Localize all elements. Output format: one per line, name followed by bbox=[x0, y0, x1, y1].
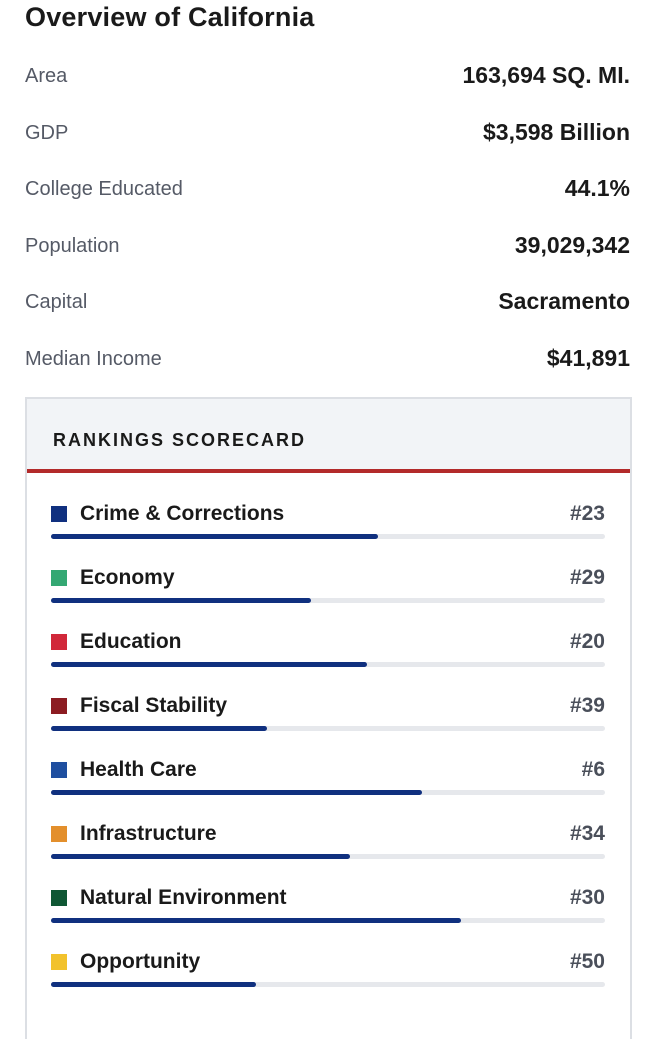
fact-label: Area bbox=[25, 65, 68, 87]
fact-value: Sacramento bbox=[498, 288, 630, 314]
category-color-swatch bbox=[51, 634, 67, 650]
fact-value: 44.1% bbox=[564, 175, 630, 201]
rank-label[interactable]: Infrastructure bbox=[80, 822, 217, 845]
fact-row-college-educated: College Educated 44.1% bbox=[25, 163, 630, 220]
category-color-swatch bbox=[51, 890, 67, 906]
rank-bar-track bbox=[51, 854, 605, 859]
rank-label[interactable]: Crime & Corrections bbox=[80, 502, 285, 525]
rank-bar-track bbox=[51, 534, 605, 539]
page-title: Overview of California bbox=[25, 2, 315, 32]
fact-row-population: Population 39,029,342 bbox=[25, 220, 630, 277]
rank-bar-fill bbox=[51, 982, 256, 987]
fact-label: Median Income bbox=[25, 347, 162, 370]
rank-bar-fill bbox=[51, 534, 378, 539]
rank-bar-track bbox=[51, 790, 605, 795]
fact-row-capital: Capital Sacramento bbox=[25, 276, 630, 333]
rank-value: #30 bbox=[569, 886, 605, 909]
rank-label[interactable]: Education bbox=[80, 630, 182, 653]
rank-bar-fill bbox=[51, 598, 312, 603]
fact-label: Capital bbox=[25, 291, 88, 313]
category-color-swatch bbox=[51, 506, 67, 522]
rank-bar-fill bbox=[51, 790, 423, 795]
rank-bar-track bbox=[51, 918, 605, 923]
rank-label[interactable]: Economy bbox=[80, 566, 175, 589]
fact-row-gdp: GDP $3,598 Billion bbox=[25, 107, 630, 164]
rank-value: #50 bbox=[569, 950, 605, 973]
rank-list: Crime & Corrections #23 Economy #29 Educ… bbox=[51, 501, 605, 1013]
rank-bar-fill bbox=[51, 918, 461, 923]
category-color-swatch bbox=[51, 698, 67, 714]
fact-value: $41,891 bbox=[546, 344, 630, 371]
rank-value: #34 bbox=[569, 822, 605, 845]
rank-value: #39 bbox=[569, 694, 605, 717]
rank-item-infrastructure[interactable]: Infrastructure #34 bbox=[51, 821, 605, 885]
rank-item-economy[interactable]: Economy #29 bbox=[51, 565, 605, 629]
fact-value: $3,598 Billion bbox=[482, 118, 630, 145]
category-color-swatch bbox=[51, 954, 67, 970]
rank-bar-fill bbox=[51, 726, 268, 731]
rank-item-health-care[interactable]: Health Care #6 bbox=[51, 757, 605, 821]
rank-item-education[interactable]: Education #20 bbox=[51, 629, 605, 693]
fact-label: GDP bbox=[25, 121, 69, 144]
rank-bar-track bbox=[51, 982, 605, 987]
rank-label[interactable]: Fiscal Stability bbox=[80, 694, 228, 717]
rank-label[interactable]: Natural Environment bbox=[80, 886, 287, 909]
category-color-swatch bbox=[51, 570, 67, 586]
rank-label[interactable]: Opportunity bbox=[80, 950, 201, 973]
rank-value: #23 bbox=[569, 502, 605, 525]
rank-value: #20 bbox=[569, 630, 605, 653]
category-color-swatch bbox=[51, 762, 67, 778]
rank-item-natural-environment[interactable]: Natural Environment #30 bbox=[51, 885, 605, 949]
rank-item-opportunity[interactable]: Opportunity #50 bbox=[51, 949, 605, 1013]
fact-label: College Educated bbox=[25, 178, 183, 200]
fact-row-median-income: Median Income $41,891 bbox=[25, 333, 630, 390]
rank-item-crime-corrections[interactable]: Crime & Corrections #23 bbox=[51, 501, 605, 565]
fact-label: Population bbox=[25, 234, 120, 257]
fact-value: 39,029,342 bbox=[514, 231, 630, 258]
rank-label[interactable]: Health Care bbox=[80, 758, 197, 781]
rank-item-fiscal-stability[interactable]: Fiscal Stability #39 bbox=[51, 693, 605, 757]
fact-row-area: Area 163,694 SQ. MI. bbox=[25, 50, 630, 107]
facts-list: Area 163,694 SQ. MI. GDP $3,598 Billion … bbox=[25, 50, 630, 389]
rank-bar-track bbox=[51, 726, 605, 731]
rankings-scorecard: RANKINGS SCORECARD Crime & Corrections #… bbox=[25, 397, 632, 1039]
scorecard-title: RANKINGS SCORECARD bbox=[53, 430, 307, 450]
rank-bar-fill bbox=[51, 662, 367, 667]
category-color-swatch bbox=[51, 826, 67, 842]
rank-value: #6 bbox=[581, 758, 605, 781]
scorecard-header: RANKINGS SCORECARD bbox=[27, 399, 630, 473]
rank-value: #29 bbox=[569, 566, 605, 589]
rank-bar-track bbox=[51, 598, 605, 603]
rank-bar-track bbox=[51, 662, 605, 667]
fact-value: 163,694 SQ. MI. bbox=[462, 62, 630, 88]
rank-bar-fill bbox=[51, 854, 351, 859]
